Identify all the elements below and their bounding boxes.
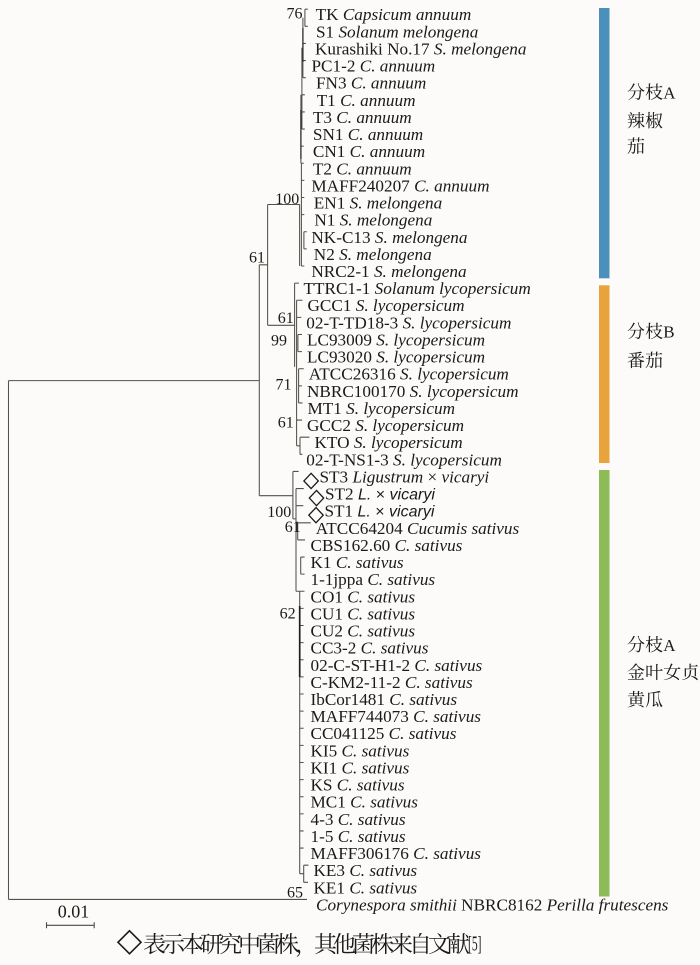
svg-text:K1 C. sativus: K1 C. sativus	[311, 553, 404, 572]
svg-text:CU1 C. sativus: CU1 C. sativus	[311, 604, 416, 623]
svg-text:1-5 C. sativus: 1-5 C. sativus	[311, 827, 406, 846]
svg-text:KI1 C. sativus: KI1 C. sativus	[311, 758, 410, 777]
svg-text:65: 65	[287, 885, 303, 902]
svg-text:0.01: 0.01	[58, 902, 90, 922]
svg-text:100: 100	[275, 191, 299, 208]
svg-text:T3 C. annuum: T3 C. annuum	[313, 108, 412, 127]
svg-text:NBRC100170 S. lycopersicum: NBRC100170 S. lycopersicum	[307, 382, 519, 401]
svg-text:CBS162.60 C. sativus: CBS162.60 C. sativus	[311, 536, 463, 555]
svg-text:CC3-2 C. sativus: CC3-2 C. sativus	[311, 639, 429, 658]
svg-text:Corynespora smithii NBRC8162 P: Corynespora smithii NBRC8162 Perilla fru…	[316, 895, 669, 914]
svg-text:71: 71	[276, 377, 292, 394]
svg-text:A: A	[663, 84, 676, 103]
svg-text:02-T-NS1-3 S. lycopersicum: 02-T-NS1-3 S. lycopersicum	[306, 450, 502, 469]
svg-text:61: 61	[278, 310, 294, 327]
svg-text:76: 76	[287, 6, 303, 23]
svg-text:ATCC64204 Cucumis sativus: ATCC64204 Cucumis sativus	[316, 519, 520, 538]
svg-text:Kurashiki No.17 S. melongena: Kurashiki No.17 S. melongena	[315, 39, 526, 58]
svg-text:T1 C. annuum: T1 C. annuum	[317, 91, 416, 110]
svg-text:61: 61	[249, 250, 265, 267]
svg-text:ATCC26316 S. lycopersicum: ATCC26316 S. lycopersicum	[309, 365, 509, 384]
svg-text:KE1 C. sativus: KE1 C. sativus	[314, 878, 418, 897]
svg-text:EN1 S. melongena: EN1 S. melongena	[314, 194, 442, 213]
svg-text:TTRC1-1 Solanum lycopersicum: TTRC1-1 Solanum lycopersicum	[304, 279, 531, 298]
svg-text:B: B	[663, 323, 674, 342]
svg-text:61: 61	[285, 519, 301, 536]
svg-text:62: 62	[280, 606, 296, 623]
svg-text:ST1 L. × vicaryi: ST1 L. × vicaryi	[325, 502, 435, 521]
svg-text:100: 100	[267, 504, 291, 521]
svg-text:[5]: [5]	[468, 932, 481, 956]
svg-text:LC93009 S. lycopersicum: LC93009 S. lycopersicum	[307, 330, 485, 349]
svg-text:N1 S. melongena: N1 S. melongena	[314, 211, 432, 230]
svg-text:LC93020 S. lycopersicum: LC93020 S. lycopersicum	[307, 348, 485, 367]
svg-text:MAFF240207 C. annuum: MAFF240207 C. annuum	[311, 176, 489, 195]
svg-text:ST3 Ligustrum × vicaryi: ST3 Ligustrum × vicaryi	[320, 467, 490, 486]
svg-text:CU2 C. sativus: CU2 C. sativus	[311, 622, 416, 641]
svg-text:KI5 C. sativus: KI5 C. sativus	[311, 741, 410, 760]
svg-text:FN3 C. annuum: FN3 C. annuum	[316, 74, 426, 93]
svg-text:CN1 C. annuum: CN1 C. annuum	[313, 142, 425, 161]
svg-text:MC1 C. sativus: MC1 C. sativus	[311, 793, 419, 812]
svg-text:ST2 L. × vicaryi: ST2 L. × vicaryi	[325, 485, 435, 504]
svg-text:IbCor1481 C. sativus: IbCor1481 C. sativus	[311, 690, 458, 709]
svg-text:MAFF744073 C. sativus: MAFF744073 C. sativus	[311, 707, 482, 726]
svg-text:T2 C. annuum: T2 C. annuum	[313, 159, 412, 178]
svg-text:KS C. sativus: KS C. sativus	[311, 776, 405, 795]
svg-text:CC041125 C. sativus: CC041125 C. sativus	[311, 724, 457, 743]
svg-text:4-3 C. sativus: 4-3 C. sativus	[311, 810, 406, 829]
svg-text:99: 99	[271, 333, 287, 350]
svg-text:1-1jppa C. sativus: 1-1jppa C. sativus	[311, 570, 436, 589]
svg-text:02-T-TD18-3 S. lycopersicum: 02-T-TD18-3 S. lycopersicum	[306, 313, 511, 332]
svg-text:GCC1 S. lycopersicum: GCC1 S. lycopersicum	[308, 296, 465, 315]
svg-text:02-C-ST-H1-2 C. sativus: 02-C-ST-H1-2 C. sativus	[311, 656, 483, 675]
svg-text:MAFF306176 C. sativus: MAFF306176 C. sativus	[311, 844, 482, 863]
svg-text:NRC2-1 S. melongena: NRC2-1 S. melongena	[311, 262, 466, 281]
svg-text:KTO S. lycopersicum: KTO S. lycopersicum	[315, 433, 463, 452]
svg-text:NK-C13 S. melongena: NK-C13 S. melongena	[311, 228, 467, 247]
svg-text:SN1 C. annuum: SN1 C. annuum	[313, 125, 423, 144]
svg-text:TK Capsicum annuum: TK Capsicum annuum	[316, 5, 472, 24]
svg-text:PC1-2 C. annuum: PC1-2 C. annuum	[312, 57, 436, 76]
svg-text:CO1 C. sativus: CO1 C. sativus	[311, 587, 416, 606]
svg-text:GCC2 S. lycopersicum: GCC2 S. lycopersicum	[307, 416, 464, 435]
svg-text:A: A	[663, 636, 676, 655]
svg-text:C-KM2-11-2 C. sativus: C-KM2-11-2 C. sativus	[311, 673, 473, 692]
svg-text:61: 61	[278, 415, 294, 432]
svg-text:N2 S. melongena: N2 S. melongena	[314, 245, 432, 264]
svg-text:KE3 C. sativus: KE3 C. sativus	[314, 861, 418, 880]
svg-text:S1 Solanum melongena: S1 Solanum melongena	[316, 22, 478, 41]
svg-text:MT1 S. lycopersicum: MT1 S. lycopersicum	[308, 399, 456, 418]
